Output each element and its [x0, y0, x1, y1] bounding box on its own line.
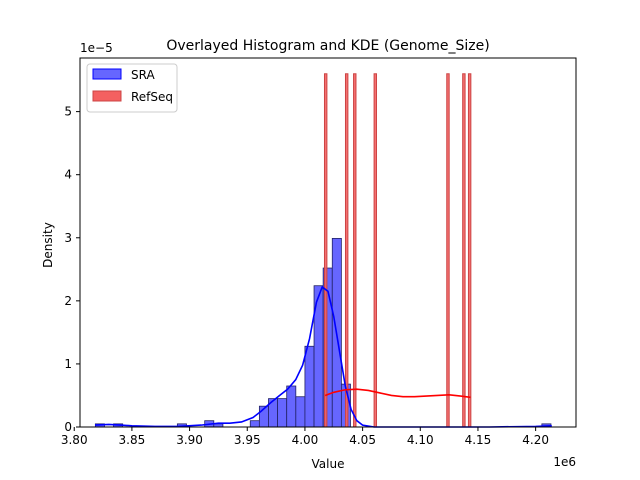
- x-axis-ticks: 3.80 3.85 3.90 3.95 4.00 4.05 4.10 4.15 4.20: [61, 427, 549, 447]
- y-tick-label: 0: [64, 420, 72, 434]
- y-axis-label: Density: [41, 222, 55, 268]
- kde-curves: [94, 285, 552, 428]
- sra-bar: [286, 385, 297, 428]
- y-tick-label: 5: [64, 105, 72, 119]
- sra-bar: [295, 396, 306, 428]
- legend: SRA RefSeq: [86, 63, 178, 113]
- refseq-bar: [467, 73, 472, 428]
- refseq-kde-line: [324, 388, 471, 399]
- refseq-bar: [446, 73, 450, 428]
- x-tick-label: 3.80: [61, 433, 88, 447]
- x-tick-label: 4.05: [349, 433, 376, 447]
- sra-bar: [304, 345, 315, 428]
- x-tick-label: 4.00: [292, 433, 319, 447]
- refseq-bar: [373, 73, 378, 428]
- refseq-bar: [344, 73, 349, 428]
- x-tick-label: 3.95: [234, 433, 261, 447]
- legend-label-sra: SRA: [131, 68, 155, 82]
- x-tick-label: 4.20: [522, 433, 549, 447]
- refseq-bar: [353, 73, 357, 428]
- legend-swatch-sra: [92, 68, 122, 80]
- sra-kde-line: [94, 285, 552, 428]
- x-tick-label: 4.15: [465, 433, 492, 447]
- plot-frame: [79, 57, 577, 428]
- legend-swatch-refseq: [92, 90, 122, 102]
- legend-label-refseq: RefSeq: [131, 90, 173, 104]
- y-tick-label: 3: [64, 231, 72, 245]
- refseq-bar: [323, 73, 328, 428]
- x-scale-label: 1e6: [553, 455, 576, 469]
- chart-title: Overlayed Histogram and KDE (Genome_Size…: [166, 38, 489, 54]
- sra-bar: [249, 420, 260, 428]
- y-tick-label: 2: [64, 294, 72, 308]
- x-tick-label: 3.90: [176, 433, 203, 447]
- y-tick-label: 4: [64, 168, 72, 182]
- sra-bar: [277, 398, 288, 428]
- y-scale-label: 1e−5: [80, 41, 113, 55]
- y-tick-label: 1: [64, 357, 72, 371]
- x-tick-label: 4.10: [407, 433, 434, 447]
- refseq-bar: [462, 73, 466, 428]
- x-axis-label: Value: [312, 457, 345, 471]
- x-tick-label: 3.85: [119, 433, 146, 447]
- y-axis-ticks: 0 1 2 3 4 5: [64, 105, 80, 434]
